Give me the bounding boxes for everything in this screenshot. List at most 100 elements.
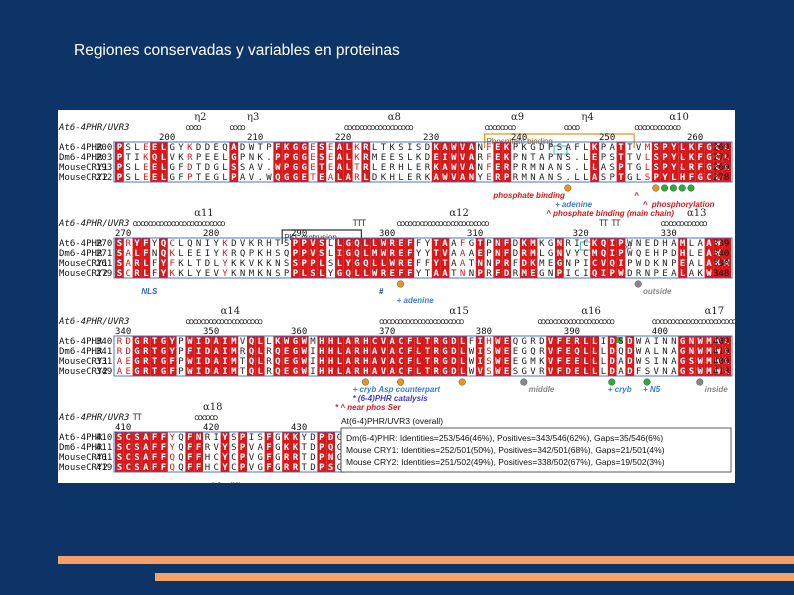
residue: C bbox=[583, 249, 588, 259]
residue: L bbox=[257, 367, 263, 377]
residue: E bbox=[407, 173, 412, 183]
structure-coil: ꝏꝏꝏꝏꝏꝏ bbox=[661, 219, 708, 229]
residue: Y bbox=[213, 249, 219, 259]
end-number: 340 bbox=[713, 249, 729, 259]
residue: W bbox=[627, 249, 633, 259]
end-number: 410 bbox=[713, 347, 729, 357]
residue: Q bbox=[249, 337, 255, 347]
structure-coil: TTT bbox=[353, 219, 366, 229]
residue: N bbox=[662, 347, 667, 357]
residue: G bbox=[337, 269, 342, 279]
residue: T bbox=[618, 173, 624, 183]
conserved-column bbox=[167, 336, 177, 376]
residue: S bbox=[328, 259, 333, 269]
residue: G bbox=[345, 239, 350, 249]
residue: P bbox=[240, 463, 246, 473]
residue: L bbox=[143, 269, 149, 279]
residue: G bbox=[521, 357, 526, 367]
residue: I bbox=[407, 143, 412, 153]
residue: S bbox=[117, 453, 122, 463]
residue: Q bbox=[363, 259, 369, 269]
residue: . bbox=[266, 153, 271, 163]
residue: L bbox=[319, 269, 325, 279]
residue: H bbox=[205, 463, 210, 473]
residue: A bbox=[389, 357, 395, 367]
residue: L bbox=[724, 153, 730, 163]
structure-coil: ꝏꝏꝏꝏꝏꝏꝏꝏꝏꝏꝏꝏ bbox=[397, 219, 490, 229]
residue: Q bbox=[513, 337, 518, 347]
residue: E bbox=[697, 249, 702, 259]
residue: D bbox=[205, 337, 211, 347]
residue: G bbox=[161, 357, 166, 367]
ss-label: α12 bbox=[449, 208, 468, 219]
residue: D bbox=[187, 163, 192, 173]
residue: A bbox=[469, 153, 475, 163]
residue: M bbox=[310, 337, 316, 347]
residue: Y bbox=[222, 433, 228, 443]
residue: S bbox=[117, 443, 122, 453]
residue: I bbox=[196, 337, 201, 347]
residue: C bbox=[398, 367, 403, 377]
residue: E bbox=[389, 269, 394, 279]
residue: Q bbox=[574, 347, 580, 357]
residue: F bbox=[187, 443, 192, 453]
structure-coil: ꝏꝏꝏꝏ bbox=[485, 123, 517, 133]
residue: K bbox=[257, 249, 263, 259]
conserved-column bbox=[475, 238, 485, 278]
conserved-column bbox=[282, 432, 291, 472]
stats-line: Mouse CRY1: Identities=252/501(50%), Pos… bbox=[346, 445, 665, 455]
reference-label: At6-4PHR/UVR3 bbox=[58, 317, 129, 327]
residue: E bbox=[504, 367, 509, 377]
residue: S bbox=[645, 357, 650, 367]
residue: R bbox=[433, 337, 439, 347]
end-number: 278 bbox=[713, 173, 729, 183]
residue: Q bbox=[161, 239, 167, 249]
residue: E bbox=[310, 163, 315, 173]
residue: G bbox=[293, 367, 298, 377]
residue: Q bbox=[592, 269, 598, 279]
conserved-column bbox=[115, 142, 124, 182]
residue: F bbox=[504, 239, 509, 249]
residue: V bbox=[249, 463, 255, 473]
residue: W bbox=[187, 357, 193, 367]
residue: E bbox=[565, 357, 570, 367]
residue: L bbox=[337, 259, 343, 269]
residue: G bbox=[442, 337, 447, 347]
residue: L bbox=[161, 163, 167, 173]
residue: E bbox=[152, 143, 157, 153]
residue: G bbox=[134, 367, 139, 377]
residue: K bbox=[257, 153, 263, 163]
conserved-column bbox=[687, 142, 696, 182]
residue: V bbox=[451, 173, 457, 183]
residue: S bbox=[513, 367, 518, 377]
residue: T bbox=[257, 143, 263, 153]
residue: E bbox=[398, 239, 403, 249]
residue: N bbox=[477, 163, 482, 173]
residue: F bbox=[152, 259, 157, 269]
structure-coil: ꝏꝏꝏꝏꝏꝏꝏꝏꝏꝏꝏ bbox=[379, 317, 465, 327]
ruler-number: 410 bbox=[115, 423, 131, 433]
residue: S bbox=[293, 259, 298, 269]
residue: A bbox=[337, 163, 343, 173]
residue: W bbox=[636, 259, 642, 269]
ruler-number: 370 bbox=[379, 327, 395, 337]
residue: P bbox=[513, 153, 519, 163]
site-marker bbox=[634, 280, 642, 288]
residue: S bbox=[689, 357, 694, 367]
residue: W bbox=[389, 259, 395, 269]
annotation-label: + cryb Asp counterpart bbox=[353, 385, 441, 394]
residue: D bbox=[451, 357, 457, 367]
conserved-column bbox=[317, 336, 327, 376]
residue: N bbox=[495, 239, 500, 249]
conserved-column bbox=[678, 238, 687, 278]
residue: P bbox=[293, 239, 299, 249]
residue: W bbox=[284, 337, 290, 347]
residue: P bbox=[495, 259, 501, 269]
residue: D bbox=[451, 337, 457, 347]
end-number: 272 bbox=[713, 153, 729, 163]
residue: E bbox=[284, 357, 289, 367]
residue: F bbox=[407, 347, 412, 357]
residue: S bbox=[134, 433, 139, 443]
residue: G bbox=[293, 337, 298, 347]
structure-coil: ꝏꝏꝏꝏꝏꝏꝏꝏꝏ bbox=[344, 123, 414, 133]
